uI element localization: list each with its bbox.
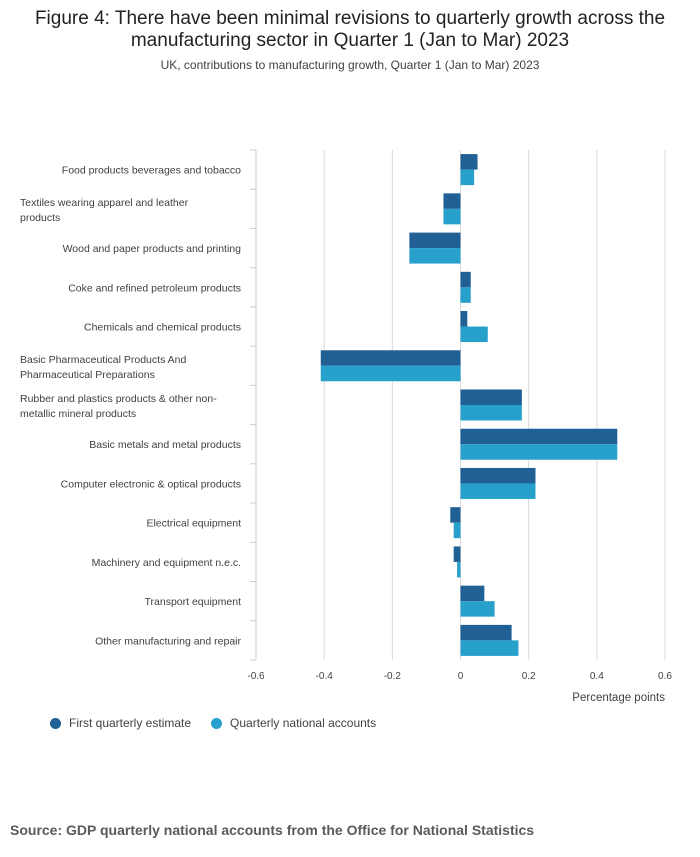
- bar-first-estimate: [460, 271, 471, 288]
- source-note: Source: GDP quarterly national accounts …: [10, 822, 535, 838]
- x-tick-label: 0.6: [658, 671, 672, 682]
- chart-title: Figure 4: There have been minimal revisi…: [34, 8, 666, 51]
- legend: First quarterly estimate Quarterly natio…: [50, 716, 396, 730]
- x-tick-label: -0.4: [316, 671, 334, 682]
- x-tick-label: 0.4: [590, 671, 604, 682]
- bar-first-estimate: [443, 193, 461, 209]
- y-category-label: Coke and refined petroleum products: [68, 282, 241, 294]
- bar-national-accounts: [460, 169, 475, 186]
- y-category-label: Rubber and plastics products & other non…: [20, 393, 217, 420]
- bar-national-accounts: [443, 208, 461, 225]
- y-category-label: Wood and paper products and printing: [63, 243, 242, 255]
- legend-label-second: Quarterly national accounts: [230, 716, 377, 730]
- x-axis-label: Percentage points: [572, 692, 665, 704]
- y-category-label: Electrical equipment: [146, 518, 241, 530]
- bar-first-estimate: [460, 428, 618, 445]
- bar-first-estimate: [460, 624, 512, 641]
- y-category-label: Other manufacturing and repair: [95, 635, 241, 647]
- bar-first-estimate: [320, 350, 461, 366]
- bar-first-estimate: [460, 585, 485, 602]
- bar-national-accounts: [453, 522, 461, 539]
- y-category-label: Transport equipment: [145, 596, 242, 608]
- chart-subtitle: UK, contributions to manufacturing growt…: [160, 58, 540, 72]
- bar-first-estimate: [460, 311, 468, 327]
- bar-national-accounts: [460, 640, 519, 656]
- x-tick-label: -0.2: [384, 671, 402, 682]
- bar-national-accounts: [460, 444, 618, 460]
- bar-national-accounts: [320, 365, 461, 382]
- x-tick-label: 0: [458, 671, 464, 682]
- bar-national-accounts: [460, 287, 471, 303]
- bar-national-accounts: [460, 601, 495, 617]
- bar-national-accounts: [460, 483, 536, 499]
- bar-national-accounts: [457, 561, 461, 578]
- bar-first-estimate: [409, 232, 461, 249]
- x-tick-label: -0.6: [247, 671, 265, 682]
- bar-first-estimate: [460, 467, 536, 484]
- bar-national-accounts: [460, 326, 488, 343]
- bar-national-accounts: [460, 405, 522, 421]
- legend-item-second: Quarterly national accounts: [211, 716, 376, 730]
- legend-item-first: First quarterly estimate: [50, 716, 191, 730]
- bar-first-estimate: [460, 154, 478, 170]
- y-category-label: Machinery and equipment n.e.c.: [92, 557, 241, 569]
- y-category-label: Computer electronic & optical products: [61, 478, 241, 490]
- legend-swatch-second: [211, 717, 223, 729]
- bar-first-estimate: [450, 507, 461, 523]
- y-category-label: Basic metals and metal products: [89, 439, 241, 451]
- y-category-label: Food products beverages and tobacco: [62, 165, 241, 177]
- y-category-label: Textiles wearing apparel and leather prod…: [20, 197, 189, 224]
- bar-first-estimate: [453, 546, 461, 562]
- bar-first-estimate: [460, 389, 522, 405]
- legend-label-first: First quarterly estimate: [69, 716, 192, 730]
- bar-national-accounts: [409, 248, 461, 264]
- y-category-label: Basic Pharmaceutical Products And Pharmac…: [20, 354, 186, 381]
- x-tick-label: 0.2: [522, 671, 536, 682]
- legend-swatch-first: [50, 717, 61, 729]
- y-category-label: Chemicals and chemical products: [84, 322, 241, 334]
- bar-chart: -0.6 -0.4 -0.2 0 0.2 0.4 0.6 Food products beve…: [20, 149, 672, 704]
